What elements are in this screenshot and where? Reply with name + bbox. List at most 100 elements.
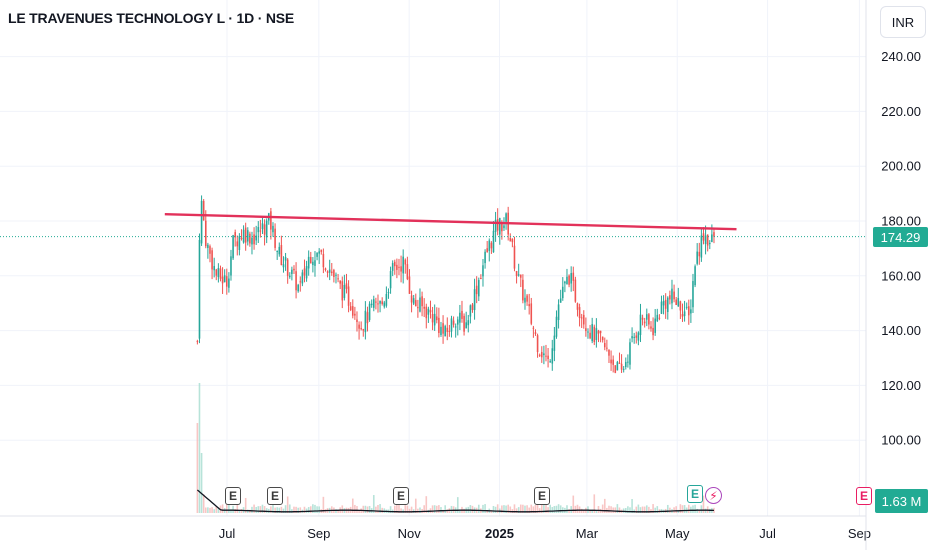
- candle-body: [211, 250, 213, 270]
- volume-bar: [253, 504, 255, 513]
- candle-body: [330, 271, 333, 274]
- volume-bar: [236, 504, 239, 513]
- volume-bar: [270, 506, 272, 513]
- volume-bar: [280, 506, 283, 513]
- candle-body: [240, 237, 243, 240]
- candle-body: [620, 363, 623, 370]
- candle-body: [213, 266, 215, 271]
- lightning-icon[interactable]: ⚡: [705, 487, 722, 504]
- candle-body: [578, 307, 581, 319]
- y-axis: 240.00 220.00 200.00 180.00 160.00 140.00 120.…: [881, 49, 921, 448]
- candle-body: [433, 313, 436, 326]
- volume-bar: [652, 504, 654, 513]
- volume-bar: [681, 505, 684, 513]
- volume-bar: [364, 505, 367, 513]
- candle-body: [603, 342, 606, 348]
- candle-body: [236, 241, 239, 247]
- candle-body: [364, 310, 367, 333]
- volume-bar: [433, 505, 436, 513]
- volume-bar: [228, 499, 230, 513]
- candle-body: [540, 351, 543, 358]
- candle-body: [534, 332, 537, 334]
- volume-bar: [501, 505, 503, 513]
- volume-bar: [538, 508, 541, 513]
- candle-body: [509, 237, 512, 242]
- x-tick-label: Nov: [398, 526, 422, 541]
- candle-body: [639, 314, 642, 335]
- volume-bar: [574, 505, 577, 513]
- volume-bar: [643, 506, 646, 513]
- candle-body: [643, 321, 646, 324]
- volume-bar: [213, 509, 215, 513]
- upcoming-earnings-marker[interactable]: E: [687, 485, 703, 503]
- candle-body: [215, 269, 218, 276]
- candle-body: [387, 292, 390, 294]
- volume-bar: [484, 504, 486, 513]
- candle-body: [377, 303, 379, 305]
- candle-body: [370, 303, 373, 306]
- candle-body: [375, 301, 377, 303]
- earnings-marker[interactable]: E: [393, 487, 409, 505]
- volume-bar: [503, 505, 505, 513]
- candle-body: [303, 268, 306, 276]
- volume-bar: [557, 504, 560, 513]
- candle-body: [545, 355, 547, 357]
- volume-bar: [572, 495, 575, 513]
- volume-bar: [322, 496, 325, 513]
- volume-bar: [419, 507, 421, 513]
- earnings-marker[interactable]: E: [225, 487, 241, 505]
- candle-body: [559, 298, 562, 303]
- volume-bar: [375, 506, 377, 513]
- candle-body: [320, 249, 323, 252]
- volume-bar: [282, 508, 285, 513]
- y-tick-label: 160.00: [881, 268, 921, 283]
- volume-bar: [238, 509, 241, 513]
- candle-body: [694, 266, 696, 286]
- candle-body: [593, 326, 596, 343]
- candle-body: [295, 271, 297, 291]
- volume-bar: [631, 499, 633, 513]
- symbol-title[interactable]: LE TRAVENUES TECHNOLOGY L · 1D · NSE: [8, 10, 295, 26]
- volume-bar: [507, 504, 509, 513]
- volume-bar: [570, 506, 572, 513]
- volume-bar: [496, 504, 499, 513]
- candle-body: [354, 313, 356, 316]
- candle-body: [425, 306, 428, 319]
- candle-body: [664, 299, 667, 309]
- candle-body: [599, 330, 602, 334]
- volume-bar: [692, 505, 694, 513]
- candle-body: [223, 275, 226, 283]
- earnings-marker[interactable]: E: [267, 487, 283, 505]
- x-tick-label: 2025: [485, 526, 514, 541]
- candle-body: [532, 327, 535, 329]
- volume-bar: [381, 507, 383, 513]
- currency-button[interactable]: INR: [880, 6, 926, 38]
- y-tick-label: 120.00: [881, 378, 921, 393]
- volume-bar: [284, 505, 287, 513]
- volume-bar: [536, 504, 539, 513]
- candle-body: [209, 246, 211, 254]
- candle-body: [675, 299, 677, 305]
- volume-bar: [509, 506, 512, 513]
- candle-body: [351, 306, 354, 316]
- y-tick-label: 180.00: [881, 214, 921, 229]
- candle-body: [553, 335, 556, 351]
- candle-body: [391, 263, 394, 271]
- volume-bar: [654, 507, 656, 513]
- x-axis: Jul Sep Nov 2025 Mar May Jul Sep: [219, 526, 871, 541]
- candle-body: [419, 297, 421, 312]
- volume-bar: [442, 509, 444, 513]
- earnings-marker-axis[interactable]: E: [856, 487, 872, 505]
- volume-bar: [534, 504, 537, 513]
- candle-body: [200, 200, 203, 244]
- candle-body: [704, 235, 707, 245]
- candle-body: [515, 271, 518, 277]
- candle-body: [431, 313, 434, 323]
- volume-bar: [486, 509, 488, 513]
- candle-body: [463, 315, 465, 332]
- volume-bar: [494, 506, 497, 513]
- volume-bar: [669, 507, 671, 513]
- candle-body: [511, 238, 514, 243]
- earnings-marker[interactable]: E: [534, 487, 550, 505]
